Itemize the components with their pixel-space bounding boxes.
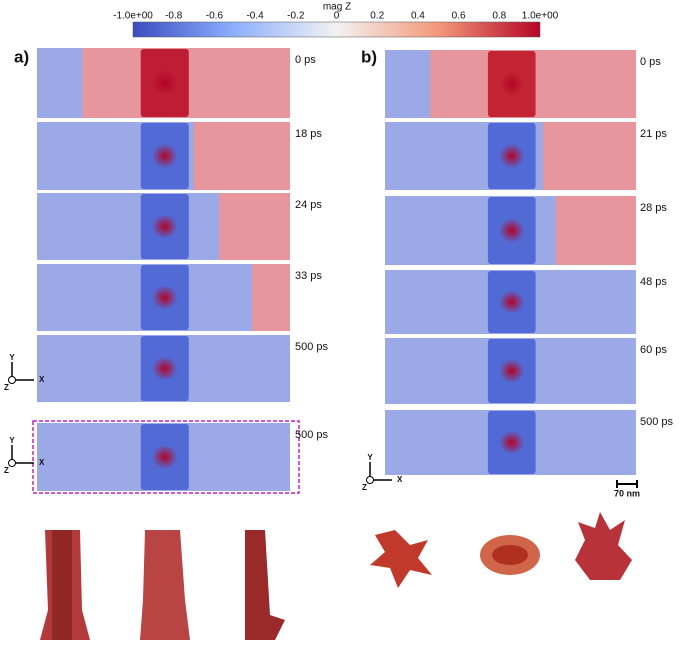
- colorbar-tick-label: -0.2: [287, 11, 305, 22]
- axis-label: Z: [362, 483, 367, 492]
- colorbar-tick-label: -0.6: [206, 11, 224, 22]
- core: [152, 444, 178, 470]
- axis-label: X: [39, 375, 45, 384]
- time-label: 24 ps: [295, 199, 322, 211]
- axis-label: Y: [9, 353, 15, 362]
- colorbar-tick-label: 0: [334, 11, 340, 22]
- colorbar-title: mag Z: [323, 2, 351, 13]
- highlight-box: [32, 420, 300, 494]
- scale-bar: [616, 480, 638, 488]
- colorbar-tick-label: 1.0e+00: [522, 11, 559, 22]
- core: [152, 143, 178, 169]
- core: [499, 218, 525, 243]
- time-label: 48 ps: [640, 276, 667, 288]
- core: [152, 356, 178, 381]
- time-label: 0 ps: [295, 54, 316, 66]
- sim-snapshot: [385, 410, 636, 475]
- time-label: 60 ps: [640, 344, 667, 356]
- colorbar: [132, 21, 541, 38]
- time-label: 500 ps: [295, 341, 329, 353]
- time-label: 28 ps: [640, 202, 667, 214]
- colorbar-tick-label: 0.6: [452, 11, 466, 22]
- sim-snapshot: [385, 122, 636, 190]
- time-label: 0 ps: [640, 56, 661, 68]
- core: [499, 143, 525, 169]
- sim-snapshot: [385, 270, 636, 334]
- colorbar-tick-label: 0.4: [411, 11, 425, 22]
- axis-label: Y: [9, 436, 15, 445]
- core: [499, 359, 525, 383]
- axis-triad: Y X Z: [4, 436, 45, 475]
- time-label: 21 ps: [640, 128, 667, 140]
- 3d-renders: [40, 512, 632, 640]
- scale-label: 70 nm: [614, 488, 640, 498]
- sim-snapshot: [37, 193, 290, 260]
- colorbar-tick-label: -0.8: [165, 11, 183, 22]
- time-label: 500 ps: [295, 429, 329, 441]
- core: [499, 430, 525, 455]
- sim-snapshot: [385, 50, 636, 118]
- axis-label: Z: [4, 466, 9, 475]
- colorbar-tick-label: 0.8: [492, 11, 506, 22]
- axis-origin: [8, 459, 16, 467]
- time-label: 500 ps: [640, 416, 674, 428]
- axis-triad: Y X Z: [4, 353, 45, 392]
- axis-label: Y: [367, 453, 373, 462]
- core: [499, 290, 525, 314]
- core: [152, 70, 178, 96]
- colorbar-tick-label: -0.4: [246, 11, 264, 22]
- panel-label: b): [361, 47, 377, 66]
- sim-snapshot: [37, 335, 290, 402]
- sim-snapshot: [37, 122, 290, 190]
- sim-snapshot: [37, 48, 290, 118]
- axis-label: X: [397, 475, 403, 484]
- core: [152, 214, 178, 239]
- axis-origin: [366, 476, 374, 484]
- panel-label: a): [14, 47, 29, 66]
- axis-label: Z: [4, 383, 9, 392]
- axis-origin: [8, 376, 16, 384]
- sim-snapshot: [37, 264, 290, 331]
- core: [152, 285, 178, 310]
- axis-label: X: [39, 458, 45, 467]
- colorbar-tick-label: -1.0e+00: [113, 11, 153, 22]
- core: [499, 71, 525, 97]
- sim-snapshot: [385, 196, 636, 265]
- sim-snapshot: [385, 338, 636, 404]
- time-label: 18 ps: [295, 128, 322, 140]
- sim-snapshot: [37, 423, 290, 491]
- axis-triad: Y X Z: [362, 453, 403, 492]
- colorbar-tick-label: 0.2: [370, 11, 384, 22]
- time-label: 33 ps: [295, 270, 322, 282]
